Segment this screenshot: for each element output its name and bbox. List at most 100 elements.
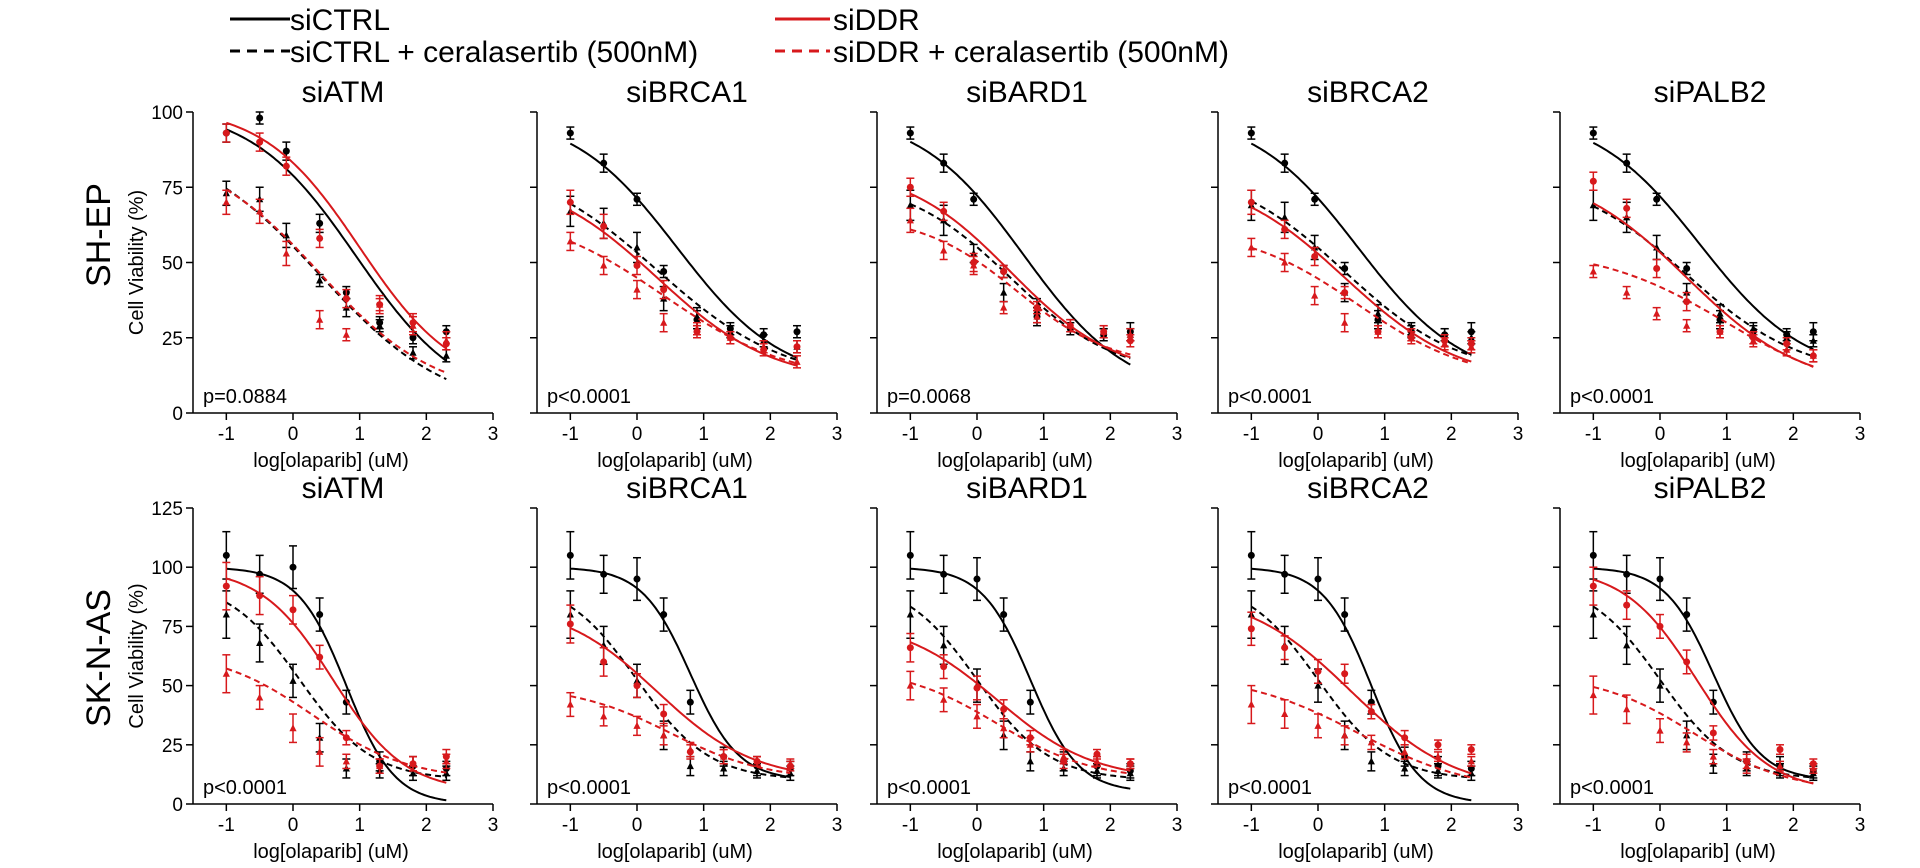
data-point bbox=[940, 207, 948, 215]
x-tick-label: 3 bbox=[1172, 815, 1183, 836]
data-point bbox=[1126, 330, 1134, 338]
data-point bbox=[1589, 551, 1597, 559]
series-3 bbox=[222, 188, 451, 374]
p-value: p<0.0001 bbox=[547, 777, 631, 799]
data-point bbox=[1776, 762, 1784, 770]
p-value: p=0.0884 bbox=[203, 386, 287, 408]
series-2 bbox=[1589, 171, 1818, 368]
data-point bbox=[600, 222, 608, 230]
series-1 bbox=[566, 590, 795, 782]
x-tick-label: 3 bbox=[1172, 424, 1183, 445]
data-point bbox=[1683, 611, 1691, 619]
data-point bbox=[1623, 641, 1631, 649]
data-point bbox=[726, 333, 734, 341]
data-point bbox=[1281, 570, 1289, 578]
x-axis-label: log[olaparib] (uM) bbox=[937, 841, 1093, 863]
x-tick-label: 0 bbox=[632, 424, 643, 445]
panel-sipalb2-0: siPALB2 -1 0 1 2 3 log[olaparib] (uM) p<0.0001 bbox=[1553, 76, 1865, 472]
data-point bbox=[1743, 762, 1751, 770]
data-point bbox=[1367, 757, 1375, 765]
data-point bbox=[660, 710, 668, 718]
data-point bbox=[222, 551, 230, 559]
fit-curve bbox=[569, 627, 791, 771]
panel-title: siPALB2 bbox=[1654, 76, 1767, 109]
data-point bbox=[1026, 740, 1034, 748]
data-point bbox=[1623, 601, 1631, 609]
data-point bbox=[600, 712, 608, 720]
x-tick-label: 2 bbox=[421, 424, 432, 445]
data-point bbox=[660, 731, 668, 739]
data-point bbox=[940, 641, 948, 649]
x-tick-label: -1 bbox=[1585, 815, 1602, 836]
x-tick-label: 2 bbox=[1105, 815, 1116, 836]
data-point bbox=[940, 663, 948, 671]
x-tick-label: 3 bbox=[488, 815, 499, 836]
x-tick-label: -1 bbox=[218, 815, 235, 836]
series-1 bbox=[1247, 189, 1476, 357]
data-point bbox=[1066, 321, 1074, 329]
data-point bbox=[1000, 705, 1008, 713]
legend-label-0: siCTRL bbox=[290, 4, 390, 37]
x-tick-label: 1 bbox=[354, 424, 365, 445]
data-point bbox=[600, 570, 608, 578]
legend: siCTRL siCTRL + ceralasertib (500nM) siD… bbox=[230, 4, 1229, 69]
data-point bbox=[1000, 611, 1008, 619]
data-point bbox=[940, 246, 948, 254]
data-point bbox=[1589, 129, 1597, 137]
data-point bbox=[256, 592, 264, 600]
x-tick-label: -1 bbox=[218, 424, 235, 445]
y-tick-label: 25 bbox=[162, 329, 183, 350]
p-value: p<0.0001 bbox=[203, 777, 287, 799]
data-point bbox=[1367, 708, 1375, 716]
data-point bbox=[1281, 213, 1289, 221]
data-point bbox=[1247, 625, 1255, 633]
data-point bbox=[1026, 757, 1034, 765]
x-tick-label: 1 bbox=[1379, 424, 1390, 445]
data-point bbox=[566, 129, 574, 137]
x-tick-label: 3 bbox=[1855, 815, 1866, 836]
data-point bbox=[633, 262, 641, 270]
data-point bbox=[1341, 731, 1349, 739]
data-point bbox=[1434, 741, 1442, 749]
panel-title: siATM bbox=[302, 472, 385, 505]
data-point bbox=[1000, 724, 1008, 732]
fit-curve bbox=[569, 240, 798, 365]
y-axis-label: Cell Viability (%) bbox=[126, 190, 148, 335]
fit-curve bbox=[909, 192, 1131, 359]
y-tick-label: 100 bbox=[151, 103, 183, 124]
panel-title: siBARD1 bbox=[966, 472, 1088, 505]
x-tick-label: -1 bbox=[902, 424, 919, 445]
data-point bbox=[316, 219, 324, 227]
series-3 bbox=[566, 691, 795, 774]
panel-title: siPALB2 bbox=[1654, 472, 1767, 505]
fit-curve bbox=[909, 605, 1131, 779]
p-value: p<0.0001 bbox=[887, 777, 971, 799]
data-point bbox=[256, 114, 264, 122]
data-point bbox=[566, 198, 574, 206]
data-point bbox=[1281, 258, 1289, 266]
fit-curve bbox=[909, 203, 1131, 360]
x-axis-label: log[olaparib] (uM) bbox=[253, 841, 409, 863]
data-point bbox=[1589, 582, 1597, 590]
data-point bbox=[1623, 705, 1631, 713]
panel-sibard1-1: siBARD1 -1 0 1 2 3 log[olaparib] (uM) p<0.0001 bbox=[870, 472, 1182, 863]
data-point bbox=[1809, 328, 1817, 336]
data-point bbox=[1623, 570, 1631, 578]
series-0 bbox=[1589, 126, 1818, 351]
x-tick-label: -1 bbox=[902, 815, 919, 836]
x-axis-label: log[olaparib] (uM) bbox=[1278, 450, 1434, 472]
data-point bbox=[222, 582, 230, 590]
p-value: p<0.0001 bbox=[1570, 777, 1654, 799]
data-point bbox=[1401, 747, 1409, 755]
data-point bbox=[1060, 752, 1068, 760]
series-0 bbox=[222, 111, 451, 362]
data-point bbox=[409, 769, 417, 777]
data-point bbox=[793, 343, 801, 351]
x-tick-label: 0 bbox=[288, 424, 299, 445]
data-point bbox=[342, 330, 350, 338]
y-tick-label: 75 bbox=[162, 617, 183, 638]
x-tick-label: -1 bbox=[1243, 815, 1260, 836]
x-tick-label: 2 bbox=[421, 815, 432, 836]
data-point bbox=[256, 207, 264, 215]
